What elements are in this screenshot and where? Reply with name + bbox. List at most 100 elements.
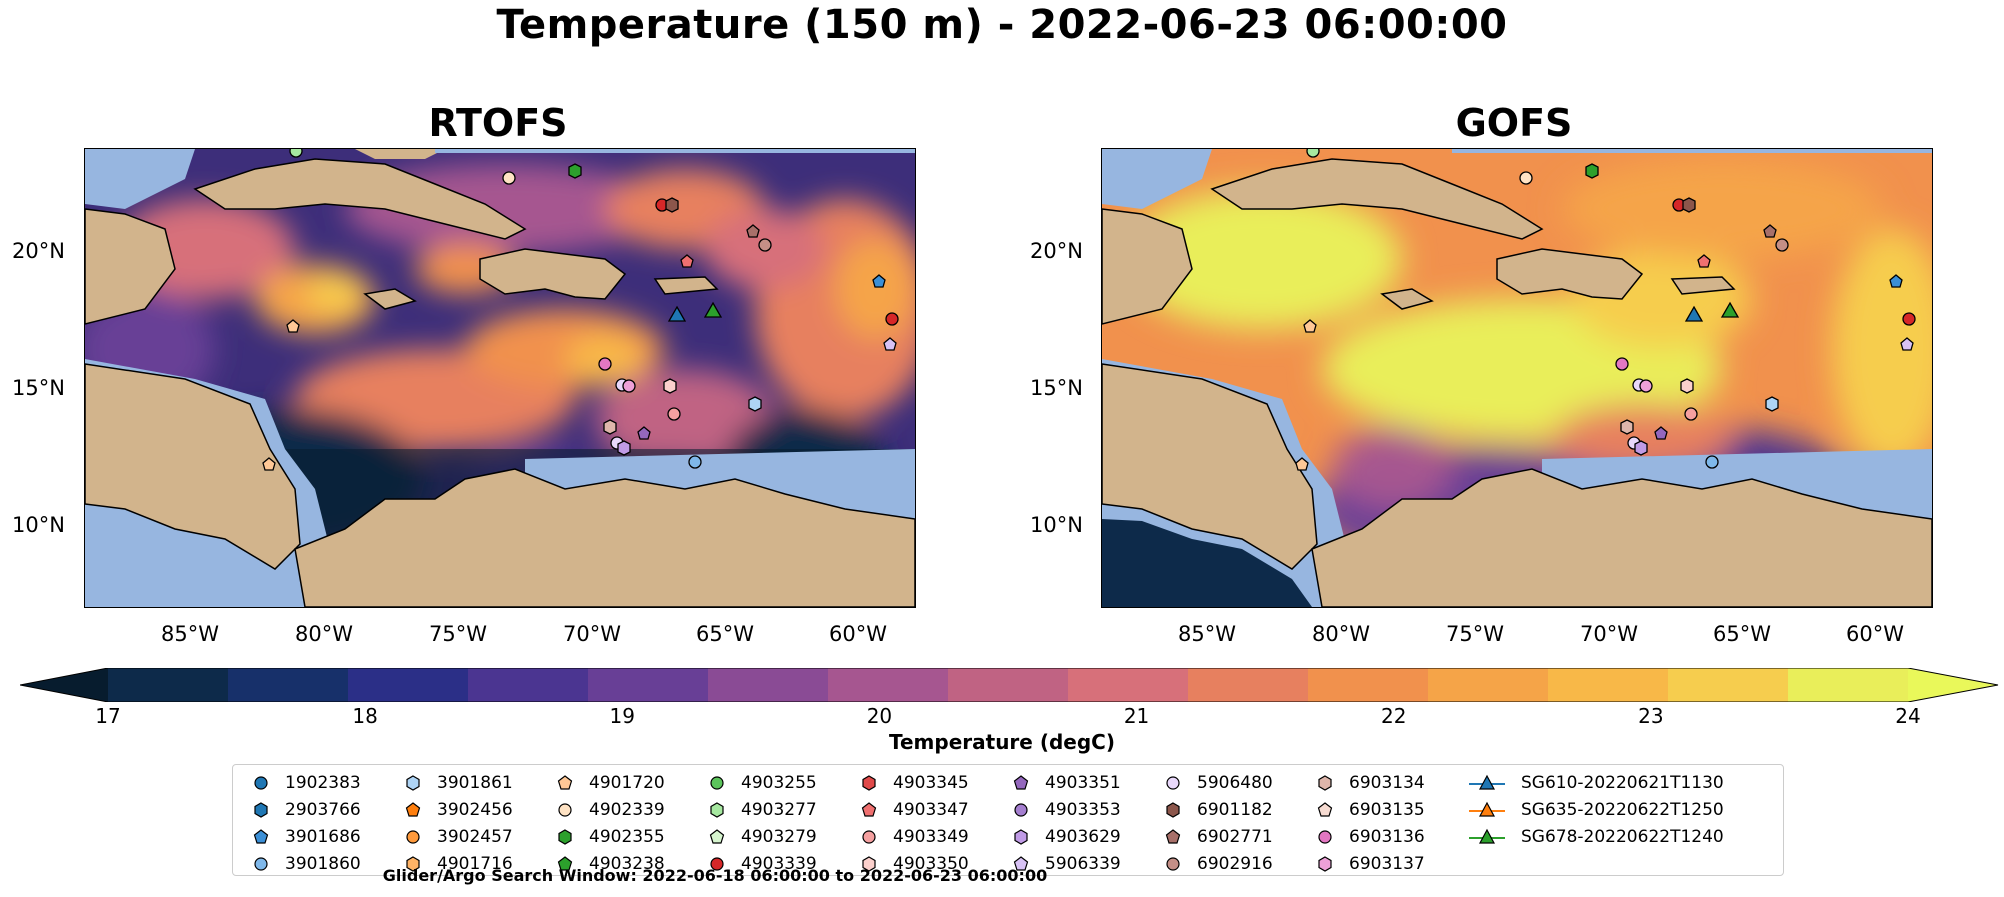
legend-label: 3902456: [437, 800, 513, 820]
lon-label-75w-rtofs: 75°W: [429, 622, 487, 646]
legend-label: 4901716: [437, 854, 513, 874]
legend-item: 4903353: [1011, 800, 1121, 820]
legend-label: 4903339: [741, 854, 817, 874]
legend-marker-icon: [1166, 857, 1180, 871]
legend-marker-icon: [406, 830, 420, 844]
legend-item: 3901860: [251, 854, 361, 874]
legend-item: 4903350: [859, 854, 969, 874]
legend-item: 4903339: [707, 854, 817, 874]
lon-label-65w-gofs: 65°W: [1713, 622, 1771, 646]
colorbar-segment: [588, 668, 709, 702]
legend-marker-icon: [1318, 775, 1332, 791]
legend-marker-icon: [710, 857, 724, 871]
legend-marker-icon: [1318, 830, 1332, 844]
legend-label: 2903766: [285, 800, 361, 820]
colorbar-segment: [1188, 668, 1309, 702]
colorbar-tick-label: 24: [1895, 704, 1921, 728]
legend-item: 6901182: [1163, 800, 1273, 820]
colorbar-tick-label: 23: [1638, 704, 1664, 728]
legend-label: 3901861: [437, 773, 513, 793]
colorbar-under-extension: [20, 668, 108, 702]
map-gofs[interactable]: [1101, 148, 1933, 608]
legend-item: 3901861: [403, 773, 513, 793]
legend-item: 4901716: [403, 854, 513, 874]
legend-label: 6903135: [1349, 800, 1425, 820]
panel-title-rtofs: RTOFS: [428, 101, 568, 145]
legend-item: 4902339: [555, 800, 665, 820]
legend-marker-icon: [1166, 776, 1180, 790]
legend-marker-icon: [1013, 775, 1029, 790]
legend-marker-icon: [1013, 856, 1029, 871]
legend-marker-icon: [1166, 802, 1180, 818]
legend-marker-icon: [1165, 829, 1181, 844]
panel-title-gofs: GOFS: [1455, 101, 1573, 145]
legend-item: 3901686: [251, 827, 361, 847]
legend-label: 4901720: [589, 773, 665, 793]
legend-item: 4902355: [555, 827, 665, 847]
legend-item: 2903766: [251, 800, 361, 820]
legend-item: 4903279: [707, 827, 817, 847]
legend-marker-icon: [710, 802, 724, 818]
legend-label: 4903349: [893, 827, 969, 847]
lon-label-85w-rtofs: 85°W: [161, 622, 219, 646]
legend-label: 4903350: [893, 854, 969, 874]
colorbar-segment: [1548, 668, 1669, 702]
legend-marker-icon: [1469, 828, 1505, 844]
legend-label: 5906339: [1045, 854, 1121, 874]
colorbar-outline: [20, 668, 1999, 702]
legend-label: 4903351: [1045, 773, 1121, 793]
legend-label: 4903345: [893, 773, 969, 793]
legend-label: 4902355: [589, 827, 665, 847]
legend-item: 3902457: [403, 827, 513, 847]
legend-label: 6903137: [1349, 854, 1425, 874]
legend-label: 4903255: [741, 773, 817, 793]
legend-item: 6903135: [1315, 800, 1425, 820]
legend-item: 4903345: [859, 773, 969, 793]
legend-item: 4901720: [555, 773, 665, 793]
lon-label-80w-gofs: 80°W: [1312, 622, 1370, 646]
legend-item: 4903349: [859, 827, 969, 847]
colorbar-tick-label: 19: [609, 704, 635, 728]
colorbar-segment: [1308, 668, 1429, 702]
legend-label: 6902916: [1197, 854, 1273, 874]
colorbar: [20, 668, 1999, 702]
legend-marker-icon: [253, 829, 269, 844]
legend-marker-icon: [861, 802, 877, 817]
colorbar-tick-label: 22: [1380, 704, 1407, 728]
colorbar-segment: [468, 668, 589, 702]
legend-marker-icon: [862, 856, 876, 872]
legend-marker-icon: [557, 775, 573, 790]
search-window-note: Glider/Argo Search Window: 2022-06-18 06…: [382, 866, 1048, 885]
legend-marker-icon: [1317, 802, 1333, 817]
lat-label-15n-gofs: 15°N: [1030, 376, 1083, 400]
lon-label-70w-gofs: 70°W: [1580, 622, 1638, 646]
legend-marker-icon: [1469, 774, 1505, 790]
legend-item: 4903347: [859, 800, 969, 820]
legend-marker-icon: [254, 776, 268, 790]
legend-item: 4903629: [1011, 827, 1121, 847]
legend-label: 4903279: [741, 827, 817, 847]
map-rtofs[interactable]: [84, 148, 916, 608]
legend-label: 4903629: [1045, 827, 1121, 847]
lon-label-80w-rtofs: 80°W: [295, 622, 353, 646]
legend-marker-icon: [862, 775, 876, 791]
legend-marker-icon: [557, 856, 573, 871]
legend-item: 6902916: [1163, 854, 1273, 874]
colorbar-segment: [1428, 668, 1549, 702]
lat-label-10n-gofs: 10°N: [1030, 513, 1083, 537]
legend-label: 5906480: [1197, 773, 1273, 793]
colorbar-segment: [708, 668, 829, 702]
legend-marker-icon: [558, 803, 572, 817]
colorbar-segment: [228, 668, 349, 702]
legend-item: SG678-20220622T1240: [1467, 827, 1724, 847]
legend-marker-icon: [1469, 801, 1505, 817]
legend-marker-icon: [558, 829, 572, 845]
legend-marker-icon: [254, 802, 268, 818]
legend-item: 4903238: [555, 854, 665, 874]
lat-label-20n-gofs: 20°N: [1030, 239, 1083, 263]
colorbar-tick-label: 18: [352, 704, 378, 728]
colorbar-label: Temperature (degC): [889, 730, 1115, 754]
lon-label-60w-gofs: 60°W: [1846, 622, 1904, 646]
colorbar-segment: [348, 668, 469, 702]
legend-item: SG610-20220621T1130: [1467, 773, 1724, 793]
